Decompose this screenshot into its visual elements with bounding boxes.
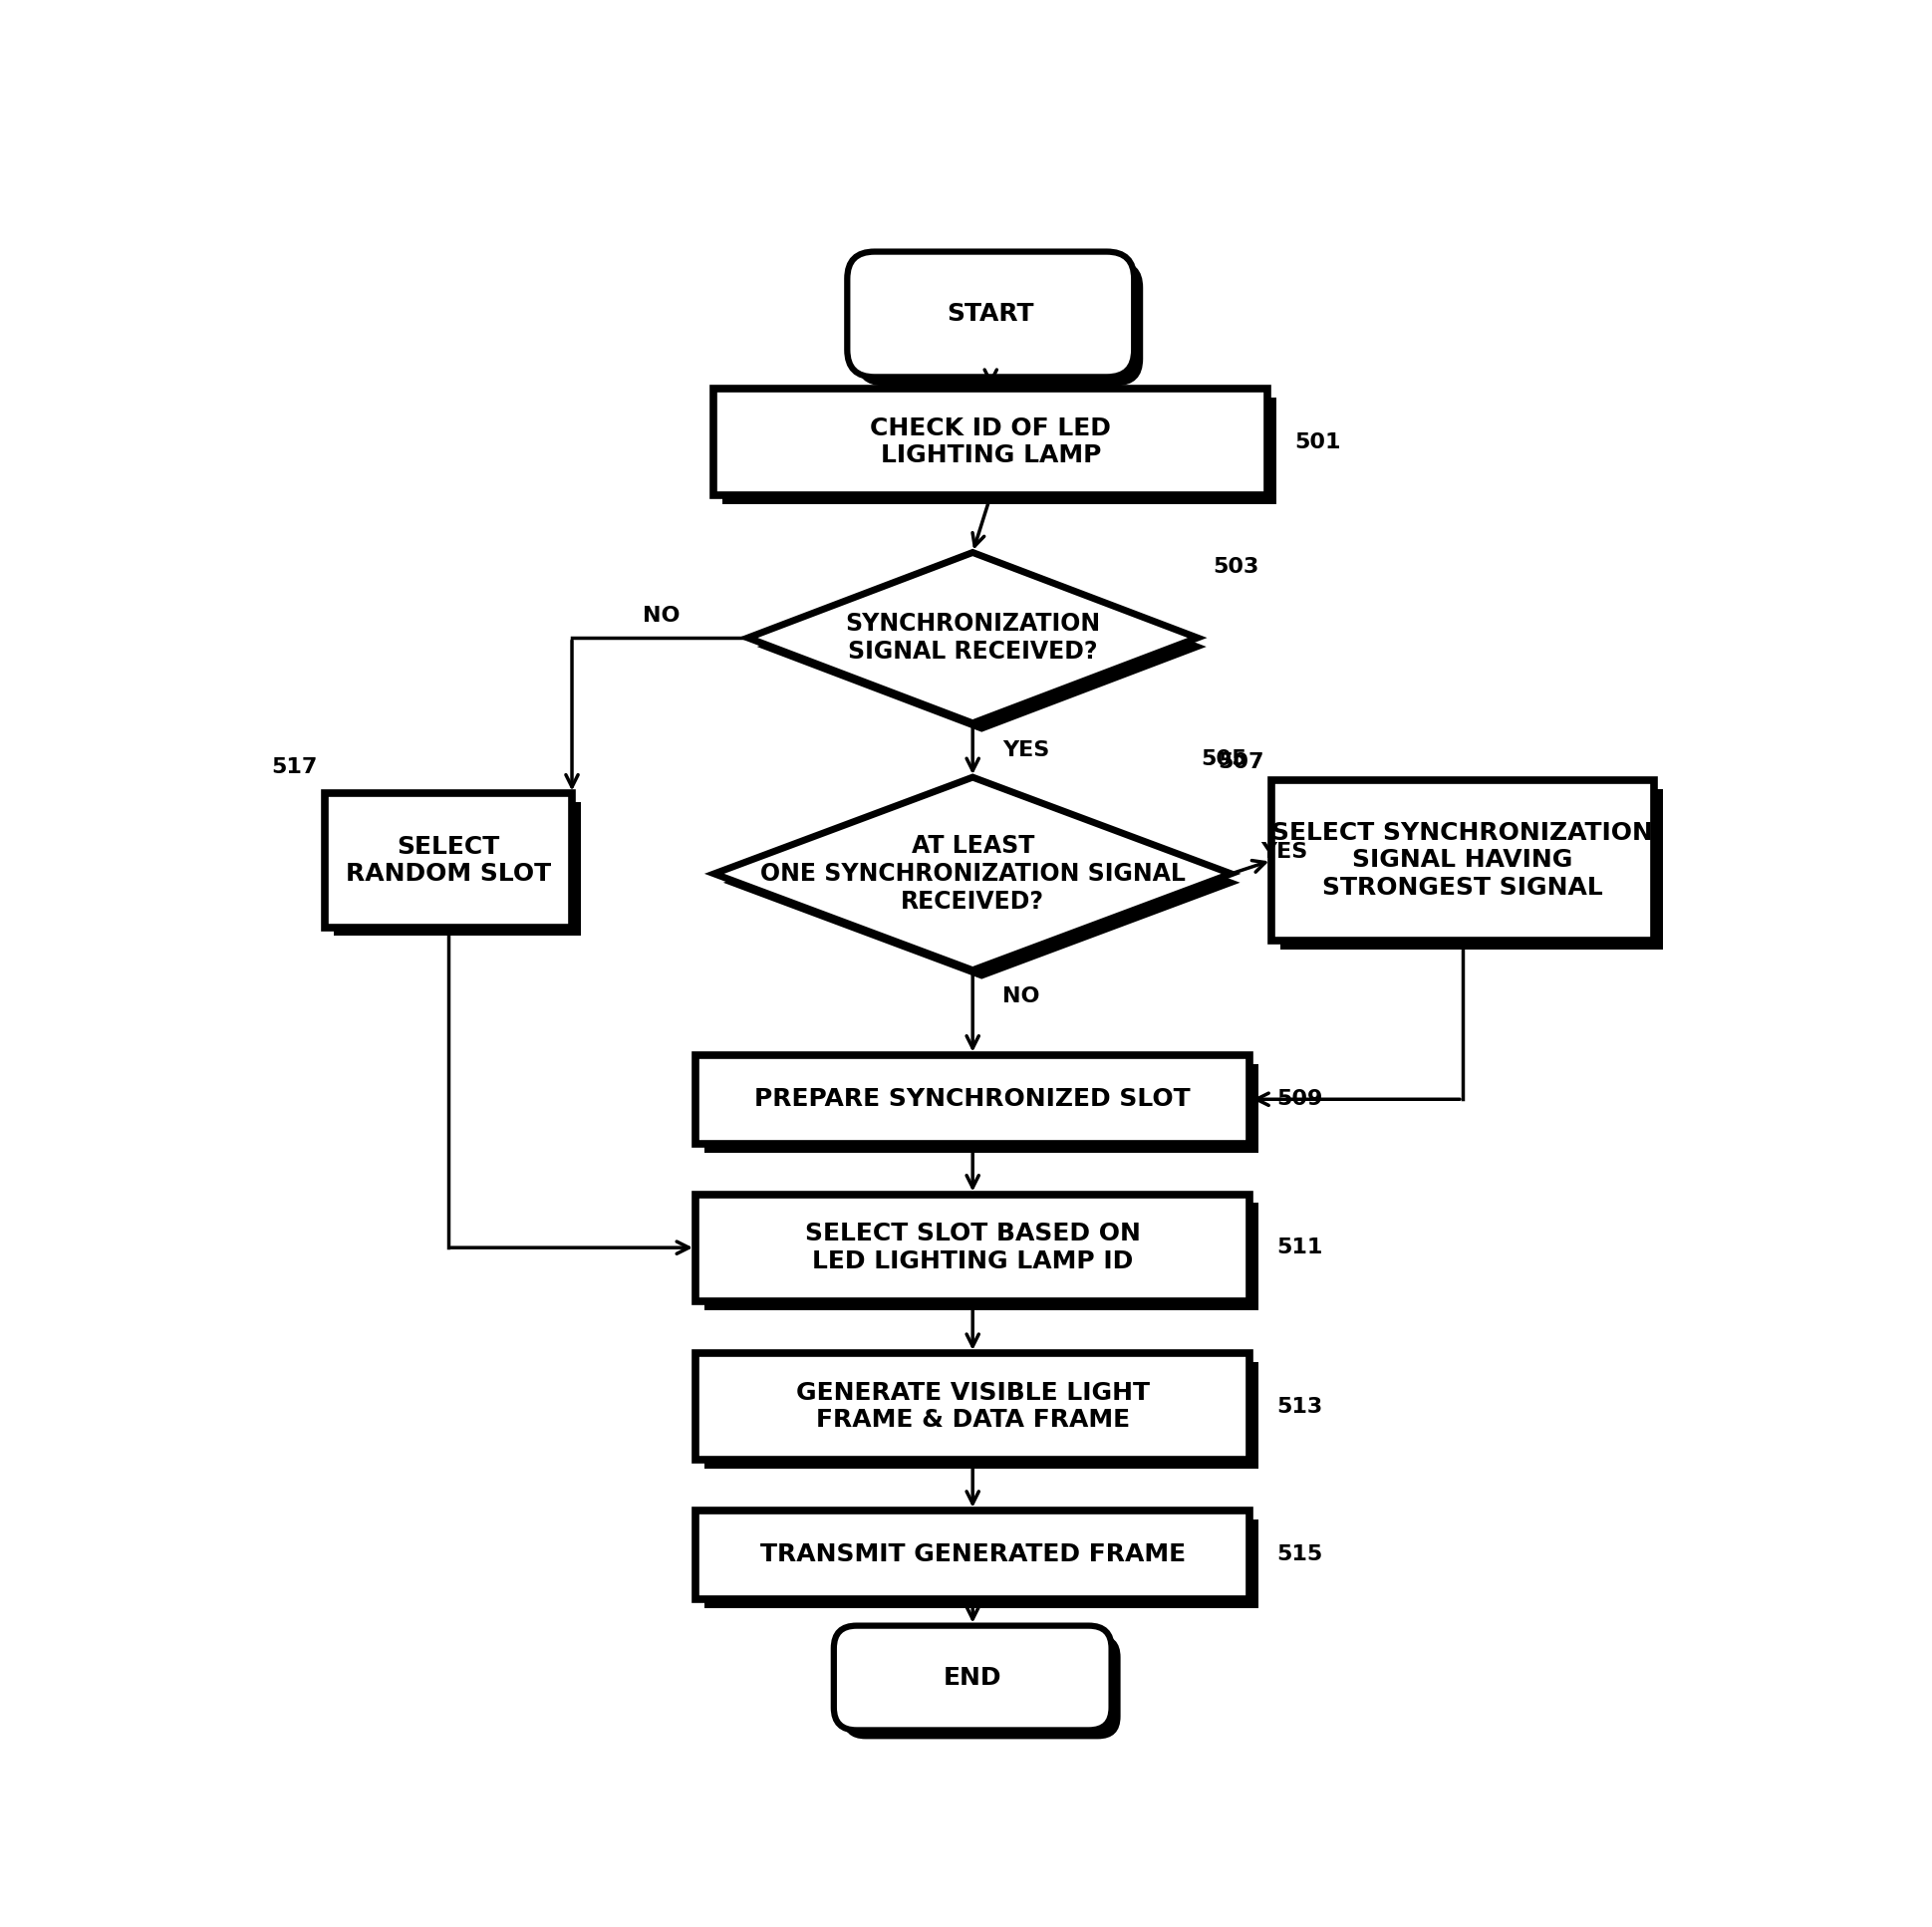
FancyBboxPatch shape <box>833 1626 1111 1730</box>
Text: YES: YES <box>1003 740 1049 759</box>
Text: SELECT
RANDOM SLOT: SELECT RANDOM SLOT <box>346 834 551 886</box>
Text: PREPARE SYNCHRONIZED SLOT: PREPARE SYNCHRONIZED SLOT <box>753 1087 1190 1112</box>
Bar <box>334 802 582 937</box>
Bar <box>325 794 572 927</box>
Polygon shape <box>723 786 1240 979</box>
Bar <box>696 1511 1250 1599</box>
Bar <box>1271 780 1652 940</box>
Text: 509: 509 <box>1277 1089 1321 1110</box>
Text: YES: YES <box>1260 842 1308 861</box>
Bar <box>723 397 1277 505</box>
Bar <box>1279 790 1662 950</box>
FancyBboxPatch shape <box>842 1634 1121 1738</box>
FancyBboxPatch shape <box>856 260 1142 385</box>
Polygon shape <box>748 553 1196 723</box>
Bar <box>703 1202 1258 1310</box>
Text: SELECT SLOT BASED ON
LED LIGHTING LAMP ID: SELECT SLOT BASED ON LED LIGHTING LAMP I… <box>804 1222 1140 1274</box>
Polygon shape <box>757 561 1206 732</box>
Text: CHECK ID OF LED
LIGHTING LAMP: CHECK ID OF LED LIGHTING LAMP <box>869 416 1111 468</box>
Text: END: END <box>943 1667 1001 1690</box>
Bar <box>703 1518 1258 1609</box>
Text: SELECT SYNCHRONIZATION
SIGNAL HAVING
STRONGEST SIGNAL: SELECT SYNCHRONIZATION SIGNAL HAVING STR… <box>1271 821 1652 900</box>
Text: 515: 515 <box>1277 1545 1321 1565</box>
Bar <box>696 1054 1250 1145</box>
Text: GENERATE VISIBLE LIGHT
FRAME & DATA FRAME: GENERATE VISIBLE LIGHT FRAME & DATA FRAM… <box>796 1380 1150 1432</box>
Text: SYNCHRONIZATION
SIGNAL RECEIVED?: SYNCHRONIZATION SIGNAL RECEIVED? <box>844 613 1099 663</box>
Text: START: START <box>947 303 1034 326</box>
Text: 503: 503 <box>1211 557 1258 578</box>
Bar <box>696 1195 1250 1301</box>
Text: 517: 517 <box>270 757 317 777</box>
Bar <box>713 389 1267 495</box>
Text: 511: 511 <box>1277 1237 1321 1258</box>
Bar <box>703 1064 1258 1152</box>
Text: 507: 507 <box>1217 752 1264 773</box>
Bar <box>703 1362 1258 1468</box>
FancyBboxPatch shape <box>846 252 1134 378</box>
Text: 513: 513 <box>1277 1397 1321 1416</box>
Polygon shape <box>715 777 1231 969</box>
Text: NO: NO <box>1003 987 1039 1006</box>
Text: 505: 505 <box>1200 750 1246 769</box>
Bar <box>696 1353 1250 1461</box>
Text: TRANSMIT GENERATED FRAME: TRANSMIT GENERATED FRAME <box>759 1544 1184 1567</box>
Text: NO: NO <box>643 605 680 626</box>
Text: 501: 501 <box>1294 432 1341 453</box>
Text: AT LEAST
ONE SYNCHRONIZATION SIGNAL
RECEIVED?: AT LEAST ONE SYNCHRONIZATION SIGNAL RECE… <box>759 834 1184 913</box>
